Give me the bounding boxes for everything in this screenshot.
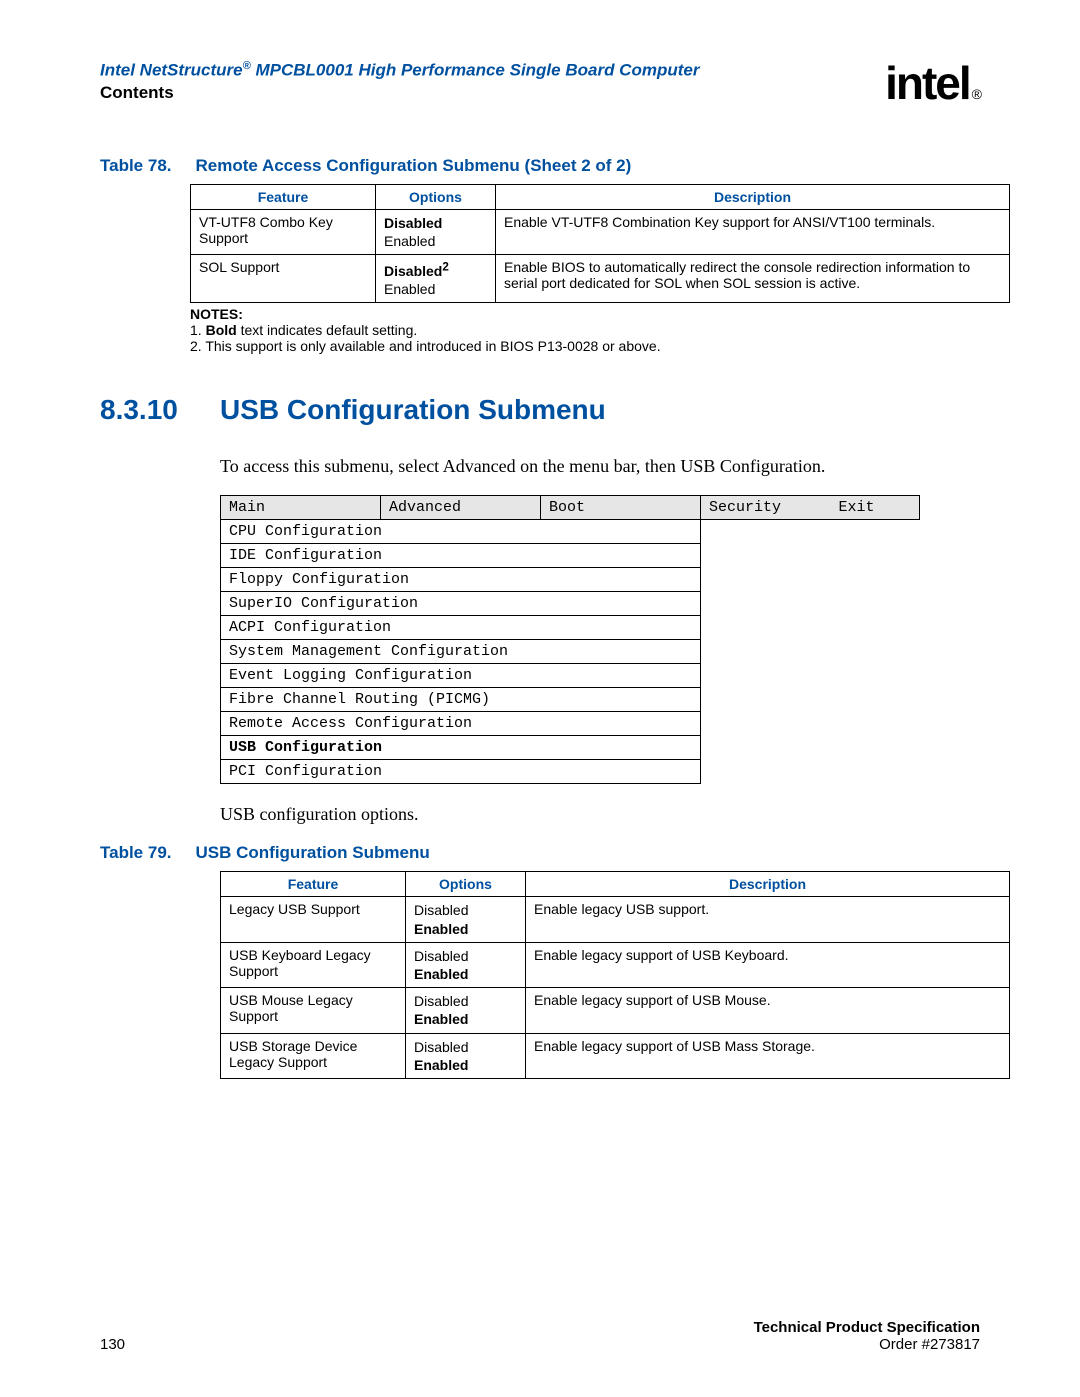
cell-feature: Legacy USB Support [221, 897, 406, 942]
bios-item: ACPI Configuration [221, 616, 701, 640]
cell-options: Disabled Enabled [406, 942, 526, 987]
cell-feature: USB Keyboard Legacy Support [221, 942, 406, 987]
page-footer: 130 Technical Product Specification Orde… [100, 1319, 980, 1353]
bios-item-row: Event Logging Configuration [221, 664, 920, 688]
bios-tab: Boot [541, 496, 701, 520]
section-heading: 8.3.10 USB Configuration Submenu [100, 394, 980, 426]
cell-description: Enable legacy support of USB Mass Storag… [526, 1033, 1010, 1078]
bios-item-row: System Management Configuration [221, 640, 920, 664]
intel-logo: intel® [885, 60, 980, 106]
bios-item-row: CPU Configuration [221, 520, 920, 544]
bios-item-row: IDE Configuration [221, 544, 920, 568]
bios-item: SuperIO Configuration [221, 592, 701, 616]
page-number: 130 [100, 1336, 125, 1353]
bios-item-row: USB Configuration [221, 736, 920, 760]
cell-options: Disabled Enabled [406, 988, 526, 1033]
cell-feature: SOL Support [191, 255, 376, 303]
footer-tps: Technical Product Specification [754, 1319, 980, 1336]
page-header: Intel NetStructure® MPCBL0001 High Perfo… [100, 60, 980, 106]
section-number: 8.3.10 [100, 394, 220, 426]
bios-item-row: ACPI Configuration [221, 616, 920, 640]
bios-item-row: SuperIO Configuration [221, 592, 920, 616]
cell-options: Disabled2 Enabled [376, 255, 496, 303]
cell-options: Disabled Enabled [406, 897, 526, 942]
contents-label: Contents [100, 83, 885, 103]
bios-item: CPU Configuration [221, 520, 701, 544]
bios-item-row: Remote Access Configuration [221, 712, 920, 736]
table-row: VT-UTF8 Combo Key Support Disabled Enabl… [191, 210, 1010, 255]
bios-item-row: Fibre Channel Routing (PICMG) [221, 688, 920, 712]
cell-options: Disabled Enabled [406, 1033, 526, 1078]
table-row: USB Storage Device Legacy Support Disabl… [221, 1033, 1010, 1078]
table78-caption: Table 78.Remote Access Configuration Sub… [100, 156, 980, 176]
table-row: SOL Support Disabled2 Enabled Enable BIO… [191, 255, 1010, 303]
bios-item: Floppy Configuration [221, 568, 701, 592]
cell-description: Enable BIOS to automatically redirect th… [496, 255, 1010, 303]
table-header-row: Feature Options Description [221, 872, 1010, 897]
postmenu-text: USB configuration options. [220, 804, 980, 825]
th-feature: Feature [221, 872, 406, 897]
cell-description: Enable legacy support of USB Mouse. [526, 988, 1010, 1033]
bios-item: Fibre Channel Routing (PICMG) [221, 688, 701, 712]
table79-caption: Table 79.USB Configuration Submenu [100, 843, 980, 863]
th-options: Options [406, 872, 526, 897]
table-row: USB Keyboard Legacy Support Disabled Ena… [221, 942, 1010, 987]
footer-order: Order #273817 [754, 1336, 980, 1353]
bios-item: Event Logging Configuration [221, 664, 701, 688]
th-feature: Feature [191, 185, 376, 210]
cell-description: Enable VT-UTF8 Combination Key support f… [496, 210, 1010, 255]
bios-item-selected: USB Configuration [221, 736, 701, 760]
section-intro: To access this submenu, select Advanced … [220, 456, 980, 477]
cell-feature: USB Storage Device Legacy Support [221, 1033, 406, 1078]
th-description: Description [496, 185, 1010, 210]
th-options: Options [376, 185, 496, 210]
bios-item-row: Floppy Configuration [221, 568, 920, 592]
th-description: Description [526, 872, 1010, 897]
bios-menu: Main Advanced Boot Security Exit CPU Con… [220, 495, 920, 784]
cell-feature: USB Mouse Legacy Support [221, 988, 406, 1033]
bios-tab: Security [701, 496, 831, 520]
cell-options: Disabled Enabled [376, 210, 496, 255]
table-row: USB Mouse Legacy Support Disabled Enable… [221, 988, 1010, 1033]
bios-item: PCI Configuration [221, 760, 701, 784]
bios-tabs: Main Advanced Boot Security Exit [221, 496, 920, 520]
bios-item: System Management Configuration [221, 640, 701, 664]
table-header-row: Feature Options Description [191, 185, 1010, 210]
cell-feature: VT-UTF8 Combo Key Support [191, 210, 376, 255]
cell-description: Enable legacy USB support. [526, 897, 1010, 942]
bios-item: Remote Access Configuration [221, 712, 701, 736]
bios-item: IDE Configuration [221, 544, 701, 568]
bios-tab: Main [221, 496, 381, 520]
bios-item-row: PCI Configuration [221, 760, 920, 784]
cell-description: Enable legacy support of USB Keyboard. [526, 942, 1010, 987]
table-row: Legacy USB Support Disabled Enabled Enab… [221, 897, 1010, 942]
bios-tab: Advanced [381, 496, 541, 520]
table78: Feature Options Description VT-UTF8 Comb… [190, 184, 1010, 303]
bios-tab: Exit [831, 496, 920, 520]
table78-notes: NOTES: 1. Bold text indicates default se… [190, 306, 980, 354]
section-title: USB Configuration Submenu [220, 394, 606, 426]
doc-title: Intel NetStructure® MPCBL0001 High Perfo… [100, 60, 885, 81]
table79: Feature Options Description Legacy USB S… [220, 871, 1010, 1079]
